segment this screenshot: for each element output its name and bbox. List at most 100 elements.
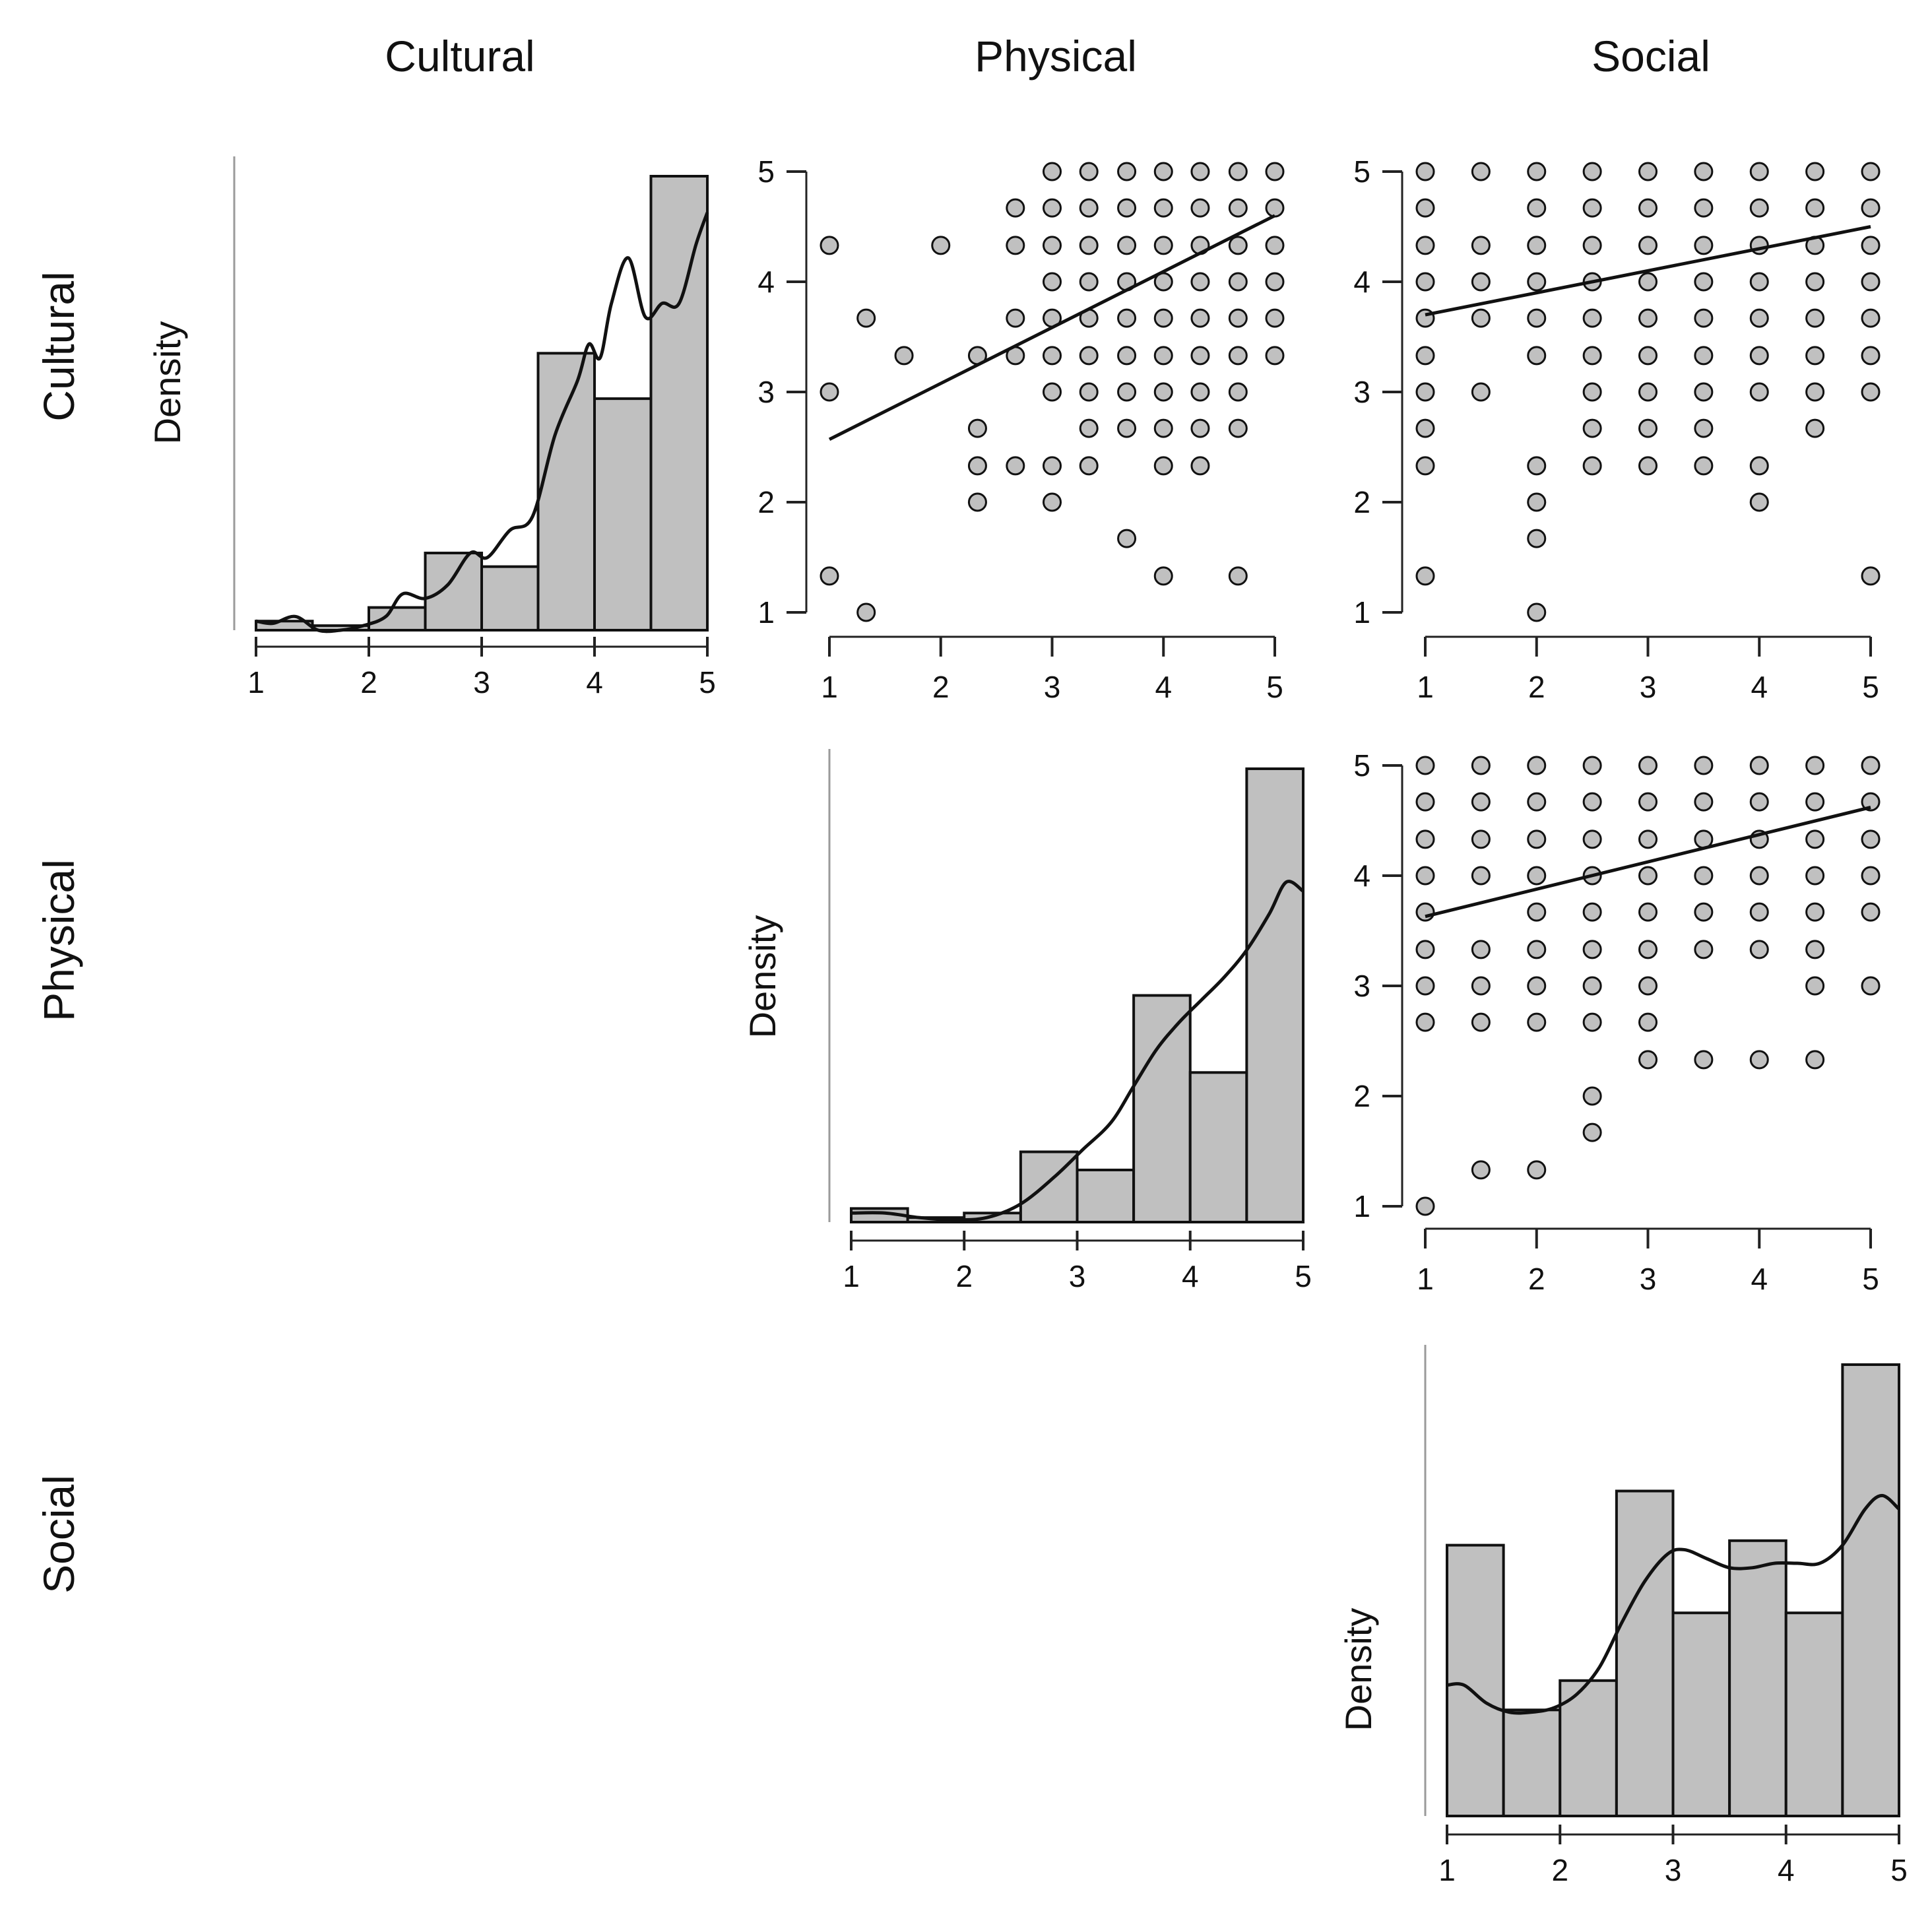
scatter-point	[1638, 456, 1658, 476]
scatter-point	[1694, 382, 1714, 402]
scatter-point	[1527, 976, 1547, 996]
scatter-point	[1805, 976, 1825, 996]
scatter-point	[1415, 756, 1435, 775]
scatter-point	[1582, 1086, 1602, 1106]
x-tick-label: 1	[1417, 1262, 1434, 1296]
scatter-physical-social-panel: 1 2 3 4 5 1 2 3 4 5	[1353, 748, 1881, 1296]
scatter-point	[1190, 382, 1210, 402]
scatter-point	[1638, 418, 1658, 438]
scatter-point	[1805, 902, 1825, 922]
histogram-social-panel: 1 2 3 4 5 Density	[1337, 1345, 1908, 1887]
scatter-point	[1805, 940, 1825, 959]
x-tick-label: 4	[1155, 670, 1172, 704]
scatter-point	[1638, 162, 1658, 181]
row-header-cultural: Cultural	[34, 271, 83, 421]
scatter-point	[1749, 866, 1769, 886]
x-tick-label: 5	[1862, 670, 1879, 704]
x-tick-label: 4	[1751, 670, 1768, 704]
y-tick-label: 4	[1353, 859, 1370, 893]
x-tick-label: 2	[1551, 1853, 1568, 1887]
scatter-point	[1861, 829, 1881, 849]
scatter-point	[1638, 902, 1658, 922]
scatter-point	[1228, 272, 1248, 292]
scatter-point	[1043, 162, 1062, 181]
regression-line	[828, 214, 1276, 441]
scatter-point	[1694, 346, 1714, 366]
scatter-point	[1228, 566, 1248, 586]
scatter-point	[1117, 236, 1137, 255]
scatter-point	[1638, 198, 1658, 218]
x-tick-label: 2	[1528, 670, 1545, 704]
scatter-point	[1582, 418, 1602, 438]
scatter-point	[1861, 198, 1881, 218]
scatter-point	[1694, 198, 1714, 218]
x-tick-label: 5	[1295, 1259, 1312, 1293]
scatter-point	[1527, 529, 1547, 548]
scatter-point	[1415, 976, 1435, 996]
scatter-point	[820, 236, 839, 255]
scatter-point	[1638, 272, 1658, 292]
y-tick-label: 2	[1353, 1079, 1370, 1113]
histogram-bar	[1245, 767, 1304, 1223]
scatter-point	[1415, 940, 1435, 959]
scatter-point	[1861, 756, 1881, 775]
x-tick-label: 1	[843, 1259, 860, 1293]
x-tick-label: 2	[955, 1259, 973, 1293]
scatter-point	[1043, 382, 1062, 402]
scatter-point	[1527, 1012, 1547, 1032]
x-tick-label: 1	[247, 665, 265, 699]
scatter-point	[1582, 1012, 1602, 1032]
scatter-point	[1006, 456, 1025, 476]
y-tick-label: 4	[757, 265, 775, 299]
scatter-point	[1861, 902, 1881, 922]
density-curve	[1446, 1493, 1900, 1715]
scatter-point	[1471, 940, 1491, 959]
scatter-point	[1153, 566, 1173, 586]
scatter-point	[1638, 346, 1658, 366]
scatter-point	[1117, 162, 1137, 181]
histogram-bar	[1559, 1679, 1618, 1818]
scatter-point	[1228, 382, 1248, 402]
y-tick-label: 1	[1353, 1189, 1370, 1223]
scatter-point	[1749, 756, 1769, 775]
scatter-point	[1043, 198, 1062, 218]
scatter-point	[1079, 346, 1099, 366]
y-tick-label: 4	[1353, 265, 1370, 299]
scatter-point	[1582, 236, 1602, 255]
scatter-point	[1582, 976, 1602, 996]
scatter-point	[1228, 162, 1248, 181]
histogram-cultural-panel: 1 2 3 4 5 Density	[146, 156, 716, 699]
scatter-point	[1415, 382, 1435, 402]
histogram-bar	[1784, 1611, 1844, 1817]
x-tick-label: 5	[1266, 670, 1283, 704]
histogram-bar	[1728, 1539, 1787, 1817]
y-tick-label: 5	[1353, 154, 1370, 189]
scatter-point	[1415, 346, 1435, 366]
scatter-point	[931, 236, 951, 255]
scatter-point	[1805, 308, 1825, 328]
scatter-point	[1861, 382, 1881, 402]
scatter-point	[1582, 162, 1602, 181]
density-axis-label: Density	[742, 915, 783, 1039]
scatter-point	[1527, 272, 1547, 292]
scatter-point	[1415, 902, 1435, 922]
scatter-point	[1415, 418, 1435, 438]
y-tick-label: 1	[1353, 595, 1370, 630]
scatter-point	[1471, 162, 1491, 181]
y-tick-label: 3	[1353, 969, 1370, 1003]
scatter-point	[1415, 829, 1435, 849]
y-tick-label: 5	[1353, 748, 1370, 783]
scatter-point	[1582, 198, 1602, 218]
scatter-point	[1190, 346, 1210, 366]
scatter-point	[1471, 236, 1491, 255]
scatter-point	[1805, 418, 1825, 438]
scatter-point	[1527, 602, 1547, 622]
scatter-point	[1228, 236, 1248, 255]
scatter-point	[1861, 566, 1881, 586]
scatter-cultural-social-panel: 1 2 3 4 5 1 2 3 4 5	[1353, 154, 1881, 704]
x-tick-label: 1	[1417, 670, 1434, 704]
scatter-point	[1190, 456, 1210, 476]
scatter-point	[1805, 792, 1825, 812]
column-header-physical: Physical	[975, 32, 1137, 81]
scatter-point	[1415, 236, 1435, 255]
